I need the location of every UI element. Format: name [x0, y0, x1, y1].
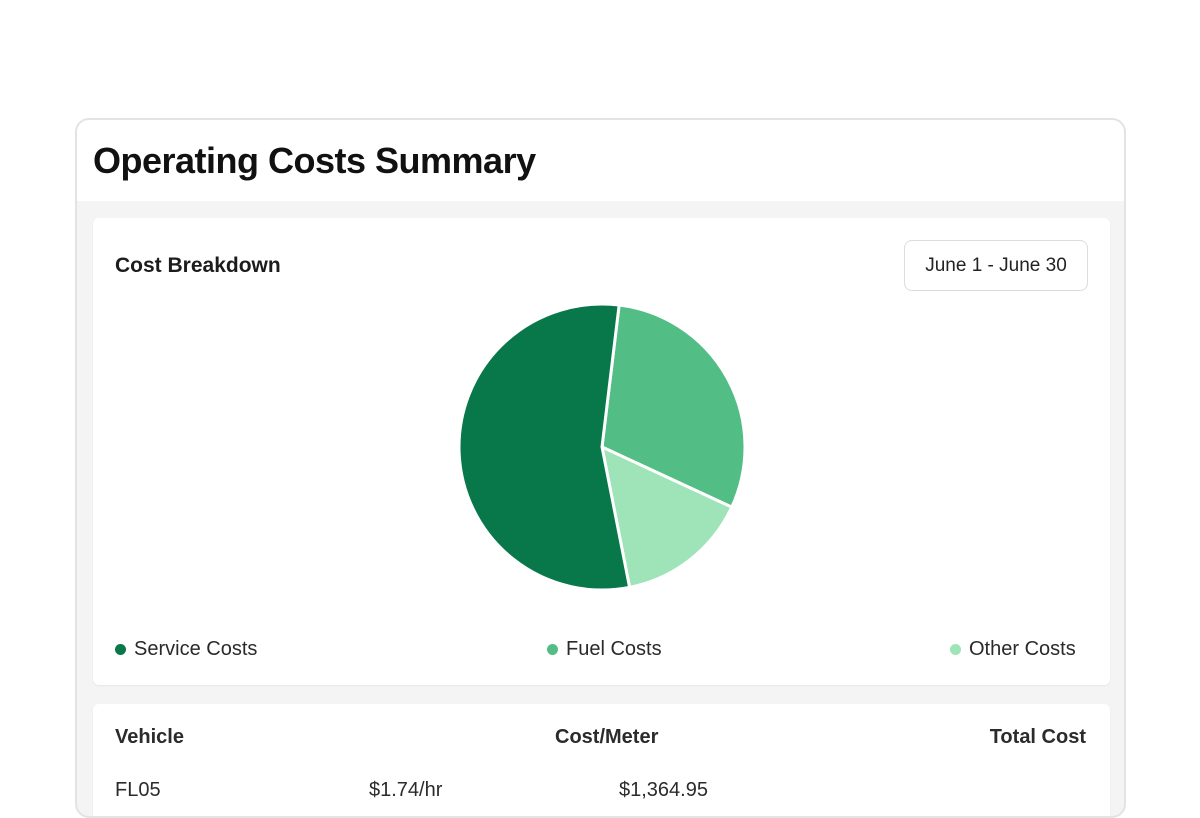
column-header-cost-meter: Cost/Meter [555, 726, 659, 748]
cost-pie-chart [457, 302, 747, 592]
legend-label: Fuel Costs [566, 638, 662, 660]
legend-label: Other Costs [969, 638, 1076, 660]
legend-item-fuel-costs: Fuel Costs [547, 638, 662, 661]
column-header-total-cost: Total Cost [989, 726, 1086, 748]
pie-slice-other-costs[interactable] [599, 444, 734, 590]
operating-costs-card: Operating Costs Summary Cost Breakdown J… [75, 118, 1126, 818]
pie-slice-service-costs[interactable] [457, 302, 632, 592]
legend-item-service-costs: Service Costs [115, 638, 257, 661]
page-title: Operating Costs Summary [93, 140, 536, 181]
column-header-vehicle: Vehicle [115, 726, 184, 748]
cost-breakdown-panel: Cost Breakdown June 1 - June 30 Service … [93, 218, 1110, 685]
table-cell-total-cost: $1,364.95 [619, 779, 708, 801]
legend-dot-other [950, 644, 961, 655]
legend-item-other-costs: Other Costs [950, 638, 1076, 661]
legend-dot-fuel [547, 644, 558, 655]
card-header: Operating Costs Summary [77, 120, 1124, 201]
legend-label: Service Costs [134, 638, 258, 660]
cost-table: Vehicle Cost/Meter Total Cost FL05 $1.74… [93, 704, 1110, 816]
cost-breakdown-title: Cost Breakdown [115, 254, 281, 277]
table-cell-cost-meter: $1.74/hr [369, 779, 443, 801]
table-cell-vehicle[interactable]: FL05 [115, 779, 161, 801]
pie-slice-fuel-costs[interactable] [600, 303, 747, 510]
date-range-button[interactable]: June 1 - June 30 [904, 240, 1088, 291]
legend-dot-service [115, 644, 126, 655]
